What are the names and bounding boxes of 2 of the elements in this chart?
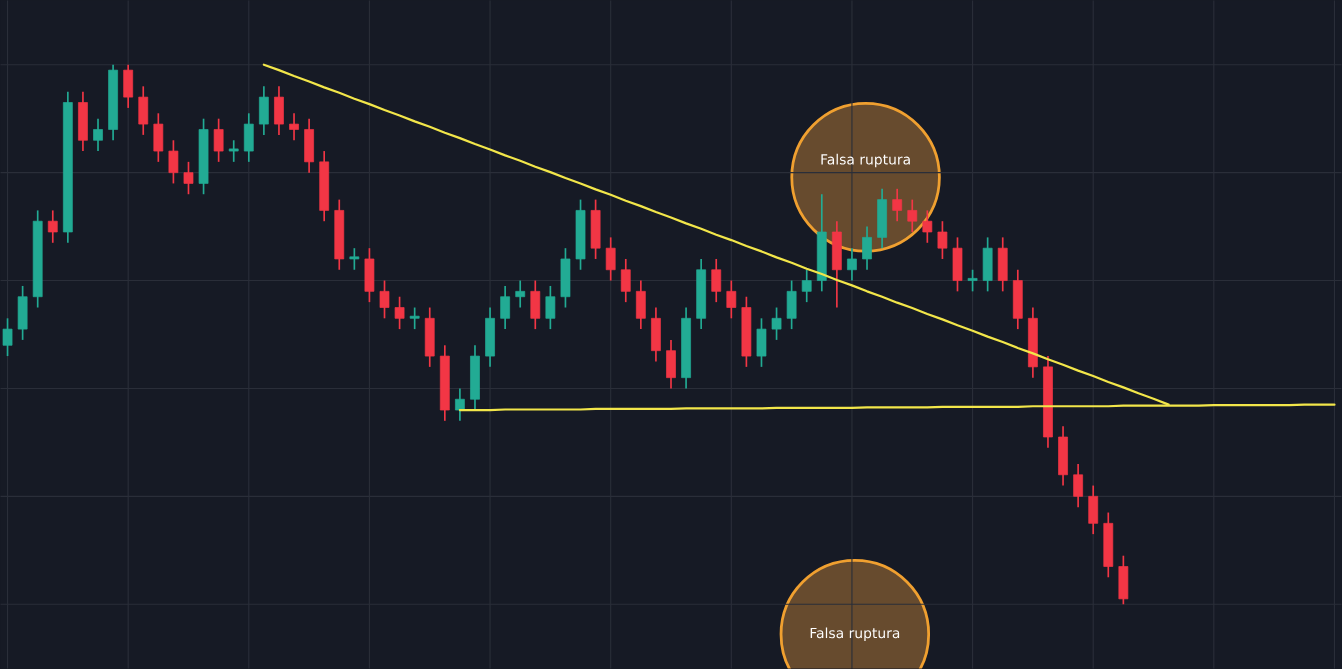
text: Falsa ruptura xyxy=(810,627,900,641)
annotation: Falsa ruptura xyxy=(821,153,910,168)
